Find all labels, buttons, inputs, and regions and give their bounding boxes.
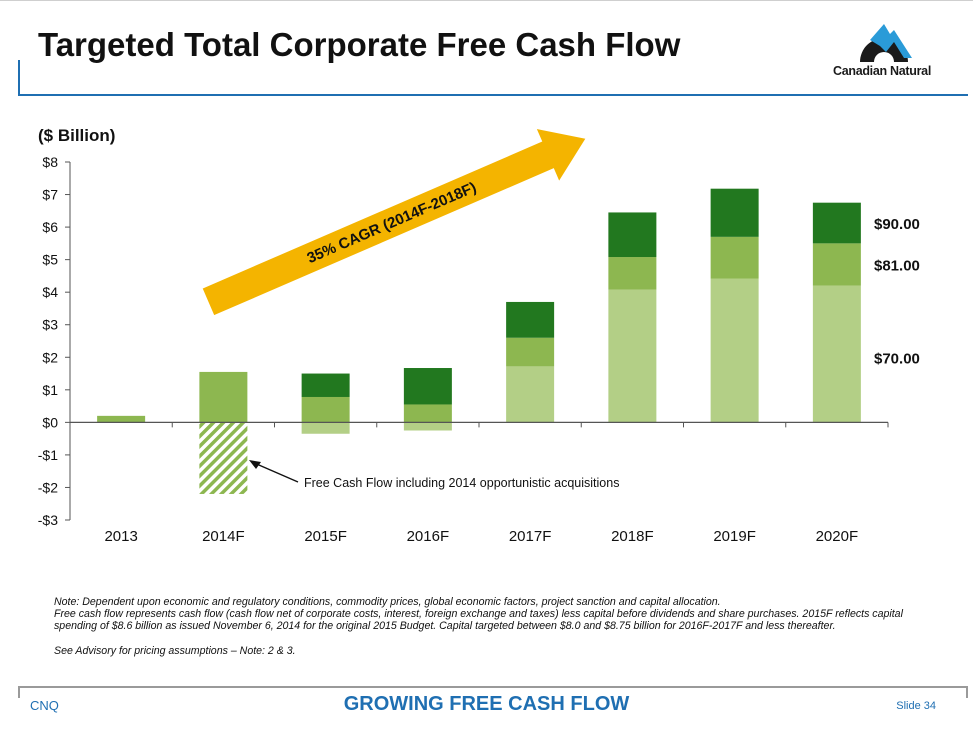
y-tick-label: $0 bbox=[42, 414, 58, 430]
y-tick-label: $2 bbox=[42, 349, 58, 365]
bar-segment bbox=[403, 422, 452, 431]
slide-number: Slide 34 bbox=[896, 700, 936, 712]
footer-tick-left bbox=[18, 686, 20, 698]
acquisition-pointer-line bbox=[251, 461, 299, 483]
y-axis-label: ($ Billion) bbox=[38, 126, 115, 145]
canadian-natural-logo-icon bbox=[860, 24, 912, 62]
y-tick-label: $7 bbox=[42, 187, 58, 203]
footer-company-code: CNQ bbox=[30, 698, 59, 713]
fcf-chart: -$3 -$2 -$1 $0 $1 $2 $3 $4 $5 $6 $7 $8 2013 2014F 201… bbox=[38, 126, 920, 545]
bar-segment bbox=[710, 278, 759, 423]
bar-segment bbox=[506, 366, 555, 423]
x-tick-label: 2017F bbox=[509, 528, 552, 545]
bar-segment bbox=[608, 289, 657, 423]
footer-rule bbox=[18, 686, 968, 688]
bar-segment bbox=[812, 243, 861, 286]
bar-segment bbox=[301, 373, 350, 397]
y-tick-label: $4 bbox=[42, 284, 58, 300]
x-tick-label: 2014F bbox=[202, 528, 245, 545]
y-tick-label: $8 bbox=[42, 154, 58, 170]
slide-title: Targeted Total Corporate Free Cash Flow bbox=[38, 26, 681, 63]
bar-segment bbox=[301, 396, 350, 423]
cagr-arrow: 35% CAGR (2014F-2018F) bbox=[201, 127, 587, 317]
logo-text: Canadian Natural bbox=[832, 64, 931, 78]
bar-segment bbox=[812, 202, 861, 244]
x-tick-label: 2015F bbox=[304, 528, 347, 545]
footer-tick-right bbox=[966, 686, 968, 698]
note-line-3: See Advisory for pricing assumptions – N… bbox=[54, 644, 296, 657]
note-line-1: Note: Dependent upon economic and regula… bbox=[54, 596, 721, 608]
bar-segment bbox=[97, 415, 146, 423]
bar-segment bbox=[608, 257, 657, 290]
title-rule-left bbox=[18, 60, 20, 96]
top-frame-line bbox=[0, 0, 973, 1]
bar-segment bbox=[608, 212, 657, 258]
y-tick-label: $1 bbox=[42, 382, 58, 398]
x-tick-label: 2019F bbox=[713, 528, 756, 545]
x-tick-label: 2016F bbox=[407, 528, 450, 545]
acquisition-annotation: Free Cash Flow including 2014 opportunis… bbox=[304, 476, 619, 490]
bar-segment bbox=[301, 422, 350, 434]
bar-segment bbox=[710, 188, 759, 237]
notes-block: Note: Dependent upon economic and regula… bbox=[54, 596, 924, 657]
x-tick-label: 2018F bbox=[611, 528, 654, 545]
acquisition-bar bbox=[199, 422, 248, 494]
title-rule bbox=[18, 94, 968, 96]
bar-segment bbox=[710, 236, 759, 279]
y-tick-label: $5 bbox=[42, 252, 58, 268]
x-tick-label: 2020F bbox=[816, 528, 859, 545]
bar-segment bbox=[506, 337, 555, 367]
bar-segment bbox=[403, 368, 452, 405]
y-tick-label: -$3 bbox=[38, 512, 58, 528]
bar-segment bbox=[506, 301, 555, 338]
series-label: $70.00 bbox=[874, 350, 920, 367]
x-tick-label: 2013 bbox=[104, 528, 137, 545]
series-label: $90.00 bbox=[874, 216, 920, 233]
bar-segment bbox=[403, 404, 452, 423]
y-tick-label: $6 bbox=[42, 219, 58, 235]
cagr-arrow-label: 35% CAGR (2014F-2018F) bbox=[305, 179, 479, 267]
acquisition-pointer-head bbox=[249, 460, 261, 469]
y-tick-label: -$1 bbox=[38, 447, 58, 463]
series-label: $81.00 bbox=[874, 258, 920, 275]
footer-theme: GROWING FREE CASH FLOW bbox=[343, 693, 630, 715]
bar-segment bbox=[812, 285, 861, 423]
note-line-2: Free cash flow represents cash flow (cas… bbox=[54, 608, 903, 633]
y-tick-label: -$2 bbox=[38, 479, 58, 495]
y-tick-label: $3 bbox=[42, 317, 58, 333]
bar-segment bbox=[199, 371, 248, 423]
